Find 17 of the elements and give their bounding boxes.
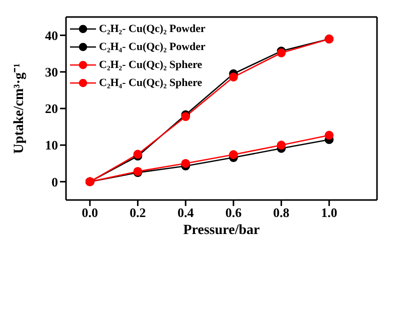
y-axis-title: Uptake/cm³·g⁻¹ xyxy=(12,63,27,154)
y-tick-label: 10 xyxy=(45,138,58,153)
legend-label: C₂H₂- Cu(Qc)₂ Sphere xyxy=(99,58,202,73)
legend-label: C₂H₄- Cu(Qc)₂ Powder xyxy=(99,40,206,55)
legend-label: C₂H₄- Cu(Qc)₂ Sphere xyxy=(99,76,202,91)
x-tick-label: 0.0 xyxy=(82,205,98,220)
x-tick-label: 1.0 xyxy=(321,205,338,220)
x-tick-label: 0.4 xyxy=(177,205,194,220)
y-tick-label: 0 xyxy=(52,174,58,190)
legend-label: C₂H₂- Cu(Qc)₂ Powder xyxy=(99,22,206,37)
y-tick-label: 30 xyxy=(45,64,58,80)
x-tick-label: 0.2 xyxy=(130,205,146,220)
x-tick-label: 0.8 xyxy=(273,205,290,220)
x-tick-label: 0.6 xyxy=(225,205,242,220)
y-tick-label: 20 xyxy=(45,101,58,116)
x-axis-title: Pressure/bar xyxy=(183,223,260,238)
y-tick-label: 40 xyxy=(45,28,58,43)
